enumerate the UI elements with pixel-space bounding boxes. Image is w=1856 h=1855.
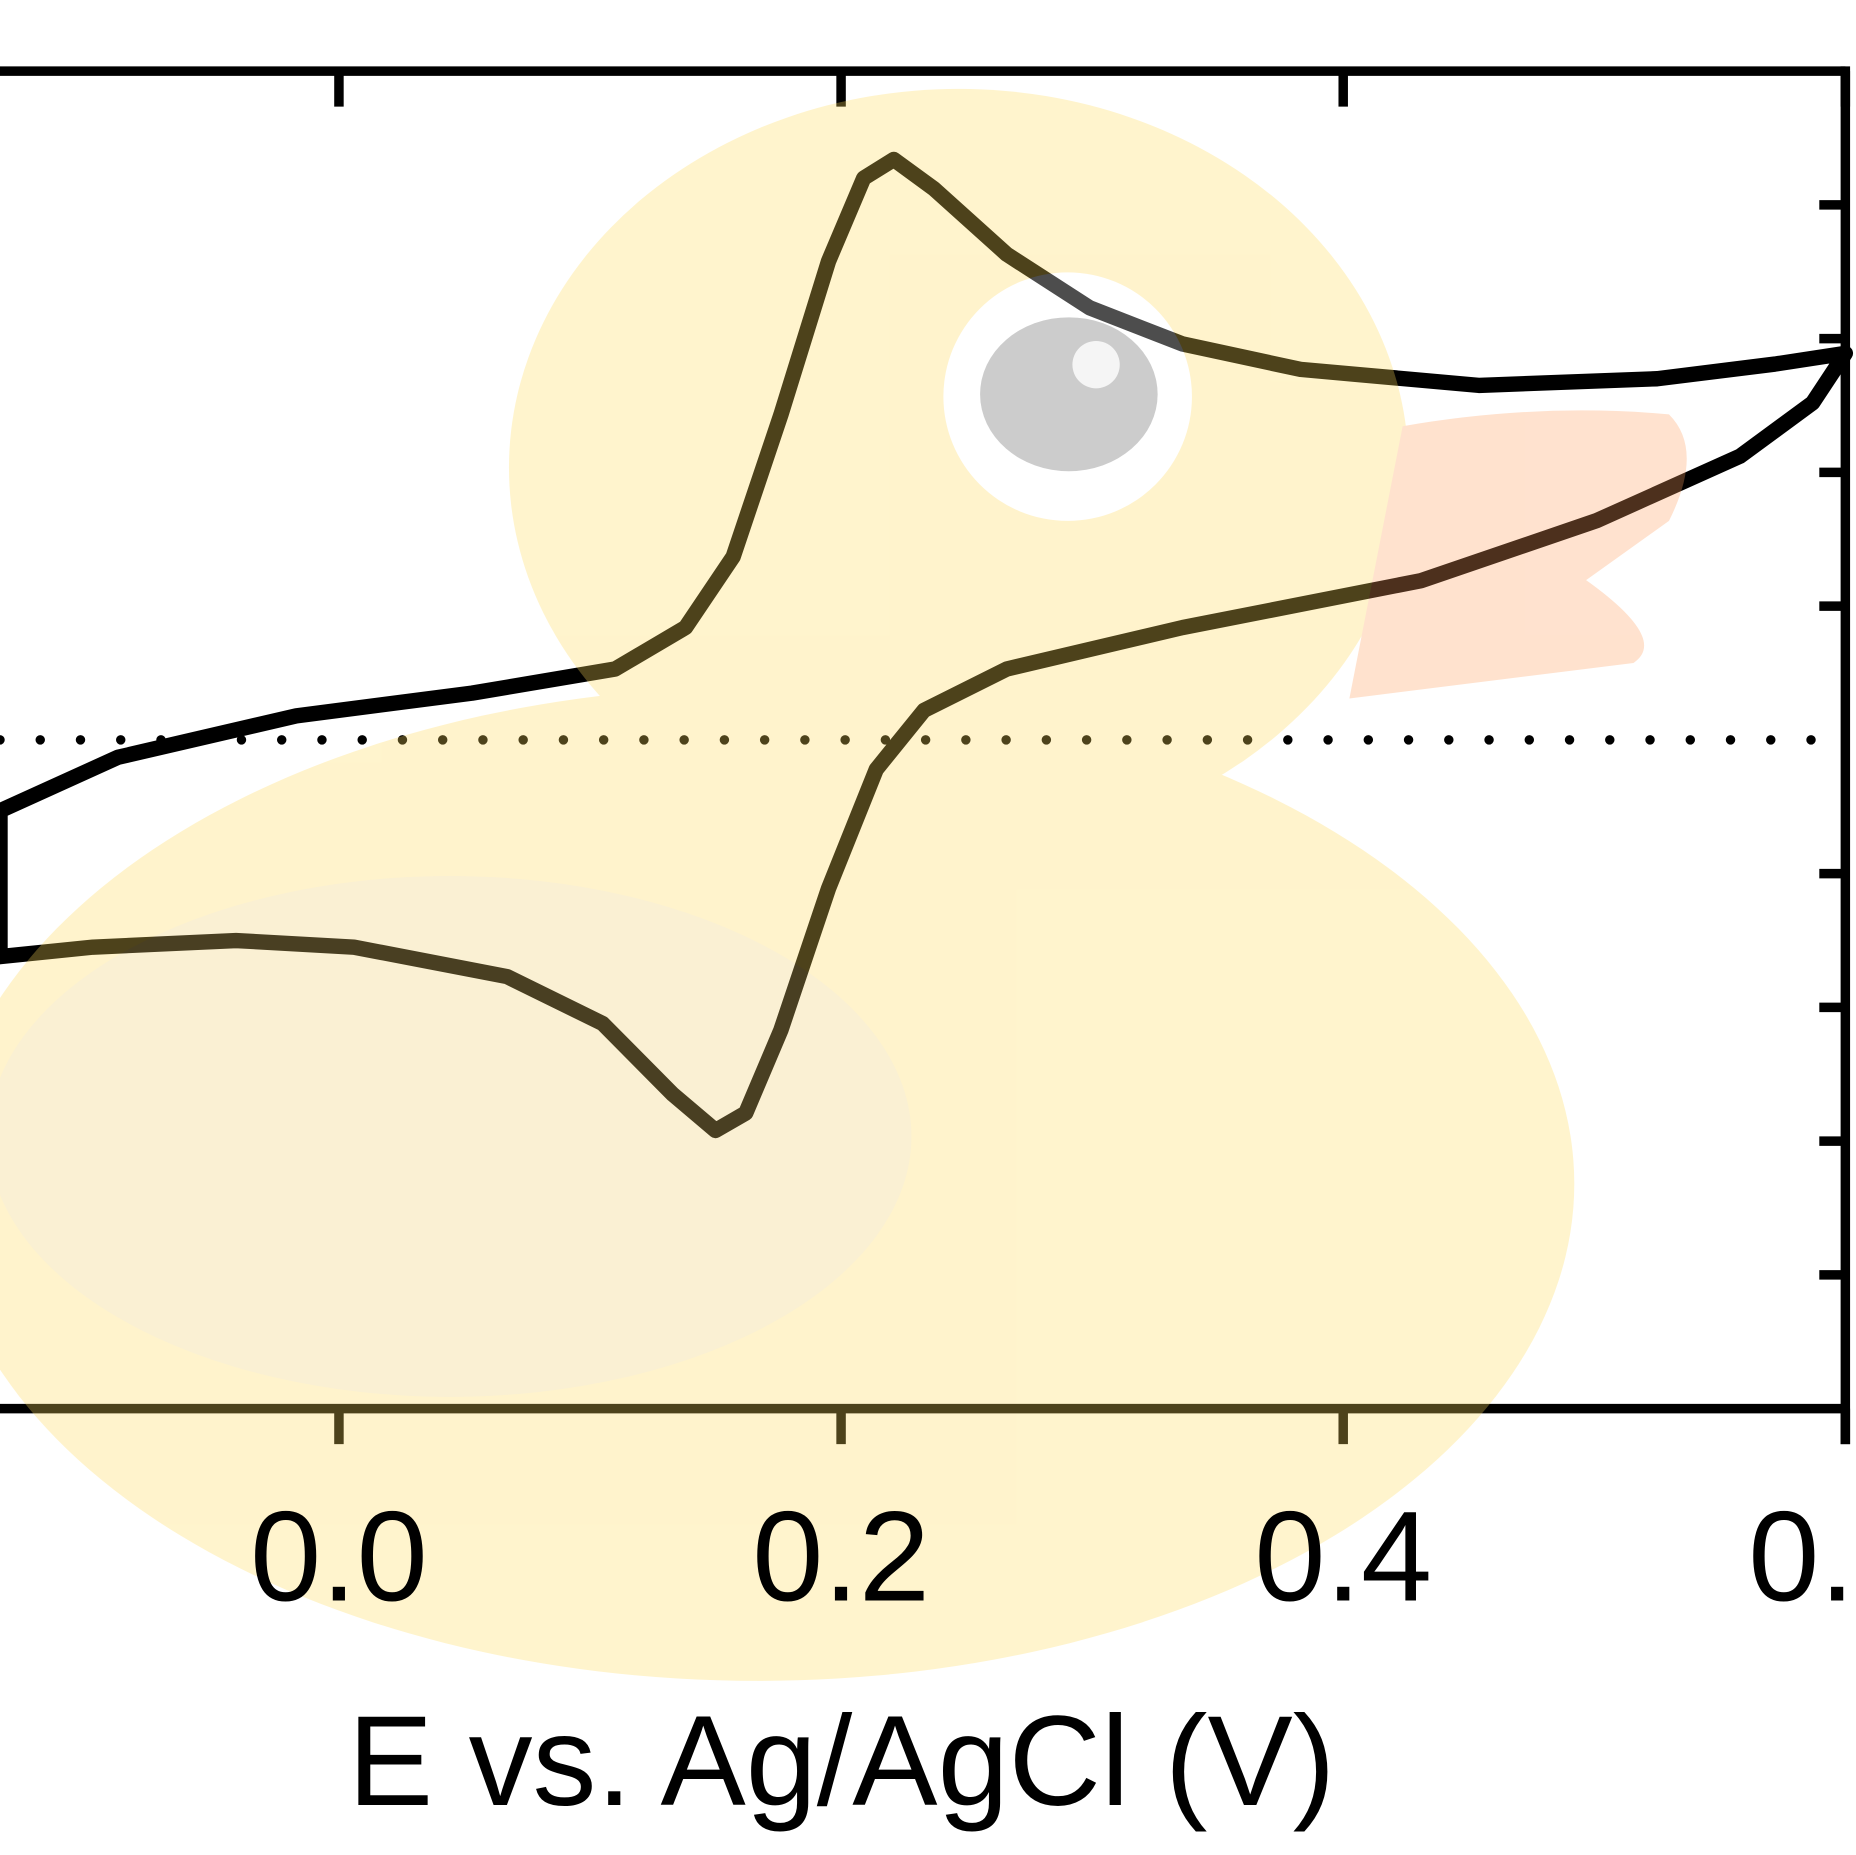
x-tick-label: 0. [1748,1485,1855,1628]
duck-wing [0,876,912,1397]
duck-body [0,686,1575,1681]
cv-curve [0,151,1854,1139]
duck-watermark [0,88,1687,1681]
x-tick-label: 0.4 [1254,1485,1432,1628]
labels: E vs. Ag/AgCl (V) 0.0 0.2 0.4 0. [250,1485,1855,1833]
duck-head [508,88,1409,847]
duck-beak [1349,410,1687,699]
x-axis-label: E vs. Ag/AgCl (V) [348,1690,1335,1833]
duck-pupil [980,317,1158,472]
plot-area [0,66,1854,1445]
duck-eye-detail [980,317,1158,472]
x-tick-label: 0.0 [250,1485,428,1628]
x-tick-label: 0.2 [752,1485,930,1628]
duck-highlight [1072,340,1120,389]
